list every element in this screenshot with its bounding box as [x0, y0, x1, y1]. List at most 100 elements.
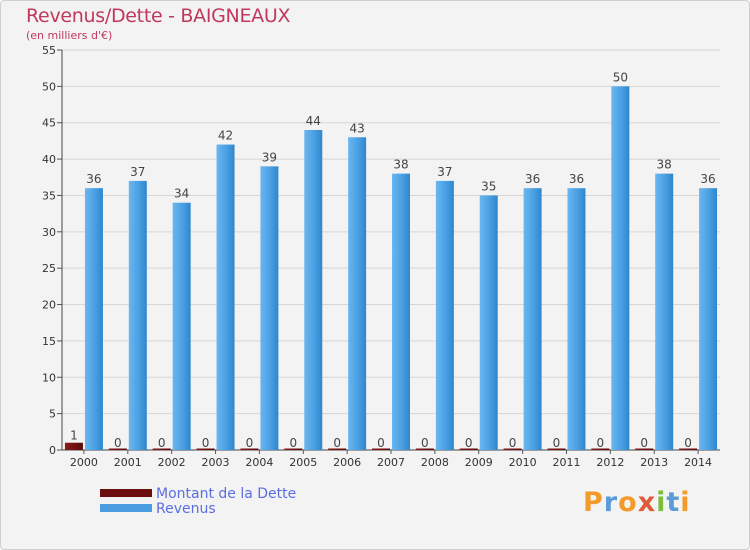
bar-revenus-2000 [84, 188, 103, 450]
label-revenus-2009: 35 [481, 179, 496, 193]
label-revenus-2011: 36 [569, 172, 584, 186]
bar-dette-2004 [240, 448, 259, 450]
bar-revenus-2009 [479, 195, 498, 450]
bar-dette-2000 [64, 442, 83, 450]
x-tick-label-2010: 2010 [509, 456, 537, 469]
label-dette-2002: 0 [158, 436, 166, 450]
label-revenus-2014: 36 [700, 172, 715, 186]
x-tick-label-2002: 2002 [158, 456, 186, 469]
bar-revenus-2004 [260, 166, 279, 450]
bar-revenus-2013 [655, 173, 674, 451]
y-tick-label: 20 [42, 299, 56, 312]
label-revenus-2005: 44 [306, 114, 321, 128]
bar-revenus-2001 [128, 180, 147, 450]
label-dette-2014: 0 [684, 436, 692, 450]
y-tick-label: 35 [42, 189, 56, 202]
bar-dette-2012 [591, 448, 610, 450]
x-tick-label-2006: 2006 [333, 456, 361, 469]
label-dette-2001: 0 [114, 436, 122, 450]
x-axis: 2000 2001 2002 2003 2004 2005 2006 2007 2008 2009… [70, 450, 712, 469]
bar-dette-2002 [152, 448, 171, 450]
bar-dette-2006 [328, 448, 347, 450]
x-tick-label-2003: 2003 [202, 456, 230, 469]
label-dette-2013: 0 [640, 436, 648, 450]
y-tick-label: 15 [42, 335, 56, 348]
label-dette-2005: 0 [289, 436, 297, 450]
label-revenus-2010: 36 [525, 172, 540, 186]
y-tick-label: 50 [42, 80, 56, 93]
legend-swatch-dette [100, 489, 152, 497]
bar-revenus-2014 [699, 188, 718, 450]
chart-subtitle: (en milliers d'€) [26, 29, 113, 42]
x-tick-label-2012: 2012 [596, 456, 624, 469]
chart-title: Revenus/Dette - BAIGNEAUX [26, 5, 291, 27]
bar-dette-2001 [108, 448, 127, 450]
label-dette-2010: 0 [509, 436, 517, 450]
label-revenus-2000: 36 [86, 172, 101, 186]
x-tick-label-2000: 2000 [70, 456, 98, 469]
y-tick-label: 40 [42, 153, 56, 166]
label-revenus-2002: 34 [174, 187, 189, 201]
x-tick-label-2013: 2013 [640, 456, 668, 469]
bar-dette-2007 [372, 448, 390, 450]
label-revenus-2001: 37 [130, 165, 145, 179]
bar-dette-2003 [196, 448, 215, 450]
x-tick-label-2007: 2007 [377, 456, 405, 469]
x-tick-label-2008: 2008 [421, 456, 449, 469]
x-tick-label-2009: 2009 [465, 456, 493, 469]
bar-revenus-2007 [392, 173, 410, 451]
y-tick-label: 10 [42, 371, 56, 384]
label-revenus-2004: 39 [262, 150, 277, 164]
y-tick-label: 30 [42, 226, 56, 239]
legend-label-dette: Montant de la Dette [156, 486, 296, 502]
y-tick-label: 55 [42, 44, 56, 57]
label-dette-2003: 0 [202, 436, 210, 450]
bar-dette-2009 [459, 448, 478, 450]
legend-label-revenus: Revenus [156, 501, 216, 517]
label-revenus-2003: 42 [218, 129, 233, 143]
label-revenus-2006: 43 [349, 121, 364, 135]
bar-dette-2010 [503, 448, 522, 450]
label-revenus-2008: 37 [437, 165, 452, 179]
label-dette-2009: 0 [465, 436, 473, 450]
bar-revenus-2008 [435, 180, 454, 450]
y-tick-label: 0 [49, 444, 56, 457]
y-tick-label: 25 [42, 262, 56, 275]
label-dette-2012: 0 [597, 436, 605, 450]
bar-revenus-2002 [172, 202, 191, 450]
bar-dette-2008 [415, 448, 434, 450]
x-tick-label-2011: 2011 [552, 456, 580, 469]
label-dette-2008: 0 [421, 436, 429, 450]
bar-dette-2005 [284, 448, 303, 450]
grid-lines [62, 49, 720, 415]
label-dette-2004: 0 [246, 436, 254, 450]
x-tick-label-2014: 2014 [684, 456, 712, 469]
bar-revenus-2010 [523, 188, 542, 450]
label-revenus-2013: 38 [657, 158, 672, 172]
label-dette-2011: 0 [553, 436, 561, 450]
bar-revenus-2006 [348, 137, 367, 451]
bar-dette-2013 [635, 448, 654, 450]
x-tick-label-2004: 2004 [245, 456, 273, 469]
proxiti-logo: Proxiti [583, 487, 691, 518]
bars [64, 86, 718, 451]
label-dette-2007: 0 [377, 436, 385, 450]
bar-dette-2011 [547, 448, 566, 450]
label-revenus-2012: 50 [613, 70, 628, 84]
label-dette-2006: 0 [333, 436, 341, 450]
label-revenus-2007: 38 [393, 158, 408, 172]
y-tick-label: 5 [49, 408, 56, 421]
bar-revenus-2012 [611, 86, 630, 450]
bar-dette-2014 [679, 448, 698, 450]
label-dette-2000: 1 [70, 429, 78, 443]
bar-revenus-2005 [304, 130, 323, 450]
legend-swatch-revenus [100, 504, 152, 512]
y-tick-label: 45 [42, 117, 56, 130]
data-labels: 1 36 0 37 0 34 0 42 0 39 0 44 0 43 0 38 0 37 0 35 0 36 0 36 0 50 0… [70, 70, 716, 450]
bar-revenus-2003 [216, 144, 235, 450]
x-tick-label-2005: 2005 [289, 456, 317, 469]
bar-revenus-2011 [567, 188, 586, 450]
x-tick-label-2001: 2001 [114, 456, 142, 469]
